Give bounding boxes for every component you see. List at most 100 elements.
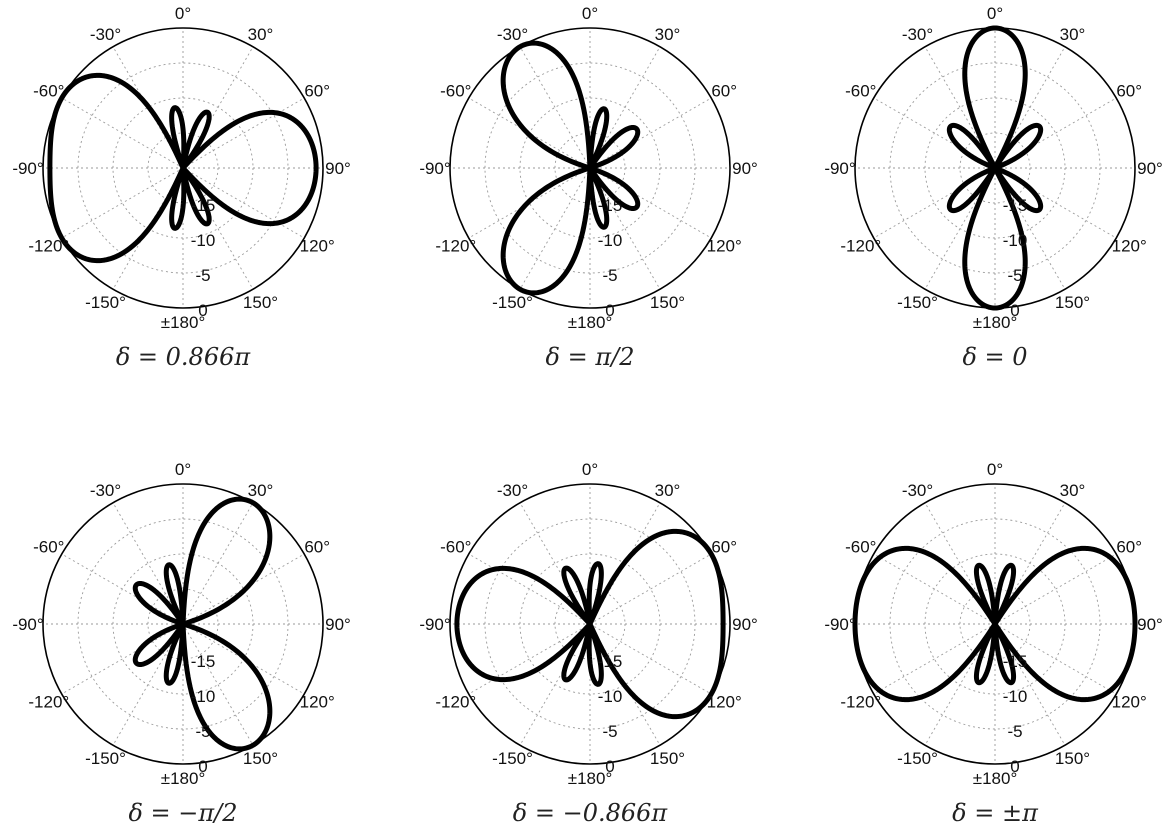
angle-tick-label: ±180° xyxy=(973,313,1018,332)
chart-caption: δ = −0.866π xyxy=(513,799,669,827)
angle-tick-label: 0° xyxy=(987,460,1003,479)
polar-frame xyxy=(449,27,731,309)
angle-tick-label: ±180° xyxy=(161,769,206,788)
angle-tick-label: 0° xyxy=(175,460,191,479)
radial-tick-label: -15 xyxy=(598,652,623,671)
radial-tick-label: -5 xyxy=(1007,266,1022,285)
chart-caption: δ = 0.866π xyxy=(116,343,252,371)
grid-spoke xyxy=(589,553,712,625)
angle-tick-label: -30° xyxy=(90,481,121,500)
angle-tick-label: -90° xyxy=(824,615,855,634)
radial-tick-label: -15 xyxy=(1003,196,1028,215)
angle-tick-label: 150° xyxy=(650,749,685,768)
polar-frame xyxy=(42,27,324,309)
grid-spoke xyxy=(994,502,1066,625)
angle-tick-label: 60° xyxy=(1116,82,1142,101)
angle-tick-label: -30° xyxy=(902,481,933,500)
angle-tick-label: 150° xyxy=(1055,749,1090,768)
grid-spoke xyxy=(924,167,996,290)
grid-spoke xyxy=(61,167,184,239)
grid-spoke xyxy=(924,502,996,625)
radial-tick-label: -5 xyxy=(195,722,210,741)
radiation-pattern-series xyxy=(454,528,726,720)
grid-spoke xyxy=(924,623,996,746)
angle-tick-label: -30° xyxy=(90,25,121,44)
grid-spoke xyxy=(994,623,1117,695)
grid-spoke xyxy=(468,623,591,695)
angle-tick-label: -90° xyxy=(419,615,450,634)
angle-tick-label: -60° xyxy=(845,82,876,101)
angle-tick-label: 0° xyxy=(582,4,598,23)
polar-chart-6: 0° 30° 60° 90° 120° 150° ±180° -150° -120° -90° -6… xyxy=(824,460,1163,827)
grid-spoke xyxy=(519,502,591,625)
chart-caption: δ = −π/2 xyxy=(128,799,237,827)
angle-tick-label: ±180° xyxy=(568,313,613,332)
grid-spoke xyxy=(994,97,1117,169)
angle-tick-label: -90° xyxy=(824,159,855,178)
angle-tick-label: -150° xyxy=(85,293,126,312)
grid-spoke xyxy=(589,167,712,239)
radiation-pattern-series xyxy=(47,72,319,264)
angle-tick-label: 0° xyxy=(175,4,191,23)
polar-frame xyxy=(42,483,324,765)
angle-tick-label: ±180° xyxy=(973,769,1018,788)
angle-tick-label: -90° xyxy=(12,159,43,178)
grid-spoke xyxy=(519,623,591,746)
angle-tick-label: 150° xyxy=(243,293,278,312)
radial-tick-label: -10 xyxy=(598,231,623,250)
grid-spoke xyxy=(182,623,254,746)
radial-tick-label: -10 xyxy=(598,687,623,706)
chart-caption: δ = π/2 xyxy=(546,343,635,371)
grid-spoke xyxy=(61,623,184,695)
angle-tick-label: 0° xyxy=(582,460,598,479)
grid-spoke xyxy=(994,553,1117,625)
grid-spoke xyxy=(994,623,1066,746)
polar-chart-3: 0° 30° 60° 90° 120° 150° ±180° -150° -120° -90° -6… xyxy=(824,4,1163,371)
angle-tick-label: -60° xyxy=(33,82,64,101)
chart-caption: δ = ±π xyxy=(952,799,1039,827)
angle-tick-label: -120° xyxy=(435,693,476,712)
radial-tick-label: -5 xyxy=(602,722,617,741)
grid-spoke xyxy=(589,623,712,695)
angle-tick-label: -90° xyxy=(12,615,43,634)
grid-spoke xyxy=(994,167,1117,239)
angle-tick-label: -90° xyxy=(419,159,450,178)
angle-tick-label: 150° xyxy=(1055,293,1090,312)
grid-spoke xyxy=(873,553,996,625)
grid-spoke xyxy=(589,167,661,290)
radial-tick-label: 0 xyxy=(198,301,207,320)
angle-tick-label: -150° xyxy=(492,749,533,768)
polar-chart-2: 0° 30° 60° 90° 120° 150° ±180° -150° -120° -90° -6… xyxy=(419,4,758,371)
radial-tick-label: 0 xyxy=(198,757,207,776)
radiation-pattern-series xyxy=(500,40,641,296)
angle-tick-label: 120° xyxy=(707,237,742,256)
polar-chart-4: 0° 30° 60° 90° 120° 150° ±180° -150° -120° -90° -6… xyxy=(12,460,351,827)
angle-tick-label: 120° xyxy=(300,693,335,712)
angle-tick-label: 90° xyxy=(732,159,758,178)
angle-tick-label: 30° xyxy=(655,25,681,44)
grid-spoke xyxy=(112,623,184,746)
angle-tick-label: -30° xyxy=(497,25,528,44)
angle-tick-label: -120° xyxy=(435,237,476,256)
grid-spoke xyxy=(994,46,1066,169)
angle-tick-label: 60° xyxy=(1116,538,1142,557)
angle-tick-label: -30° xyxy=(902,25,933,44)
angle-tick-label: -60° xyxy=(440,82,471,101)
angle-tick-label: 90° xyxy=(1137,159,1163,178)
grid-spoke xyxy=(589,97,712,169)
angle-tick-label: -60° xyxy=(33,538,64,557)
grid-spoke xyxy=(873,167,996,239)
radial-tick-label: -10 xyxy=(1003,231,1028,250)
angle-tick-label: 30° xyxy=(1060,481,1086,500)
angle-tick-label: -150° xyxy=(85,749,126,768)
chart-caption: δ = 0 xyxy=(962,343,1027,371)
angle-tick-label: -120° xyxy=(28,237,69,256)
angle-tick-label: 60° xyxy=(711,82,737,101)
grid-spoke xyxy=(182,46,254,169)
radial-tick-label: -5 xyxy=(1007,722,1022,741)
angle-tick-label: ±180° xyxy=(161,313,206,332)
grid-spoke xyxy=(994,167,1066,290)
angle-tick-label: ±180° xyxy=(568,769,613,788)
angle-tick-label: 60° xyxy=(304,82,330,101)
